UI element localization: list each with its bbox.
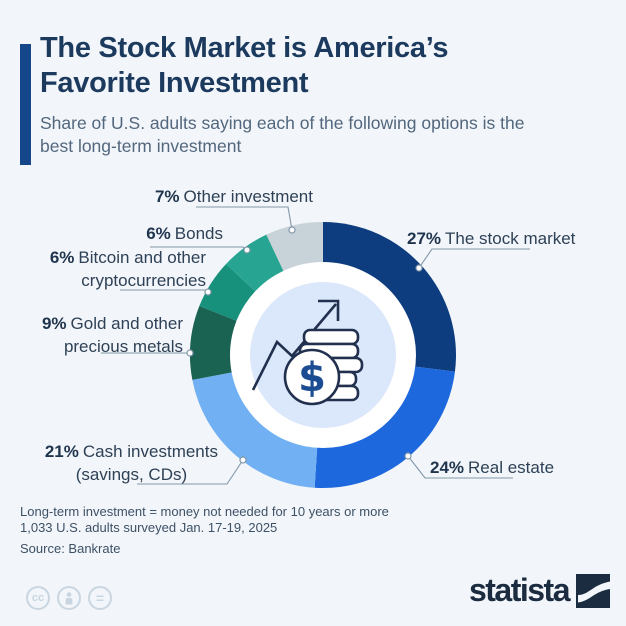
footnote-definition: Long-term investment = money not needed … [20, 504, 389, 519]
label-text: Other investment [183, 187, 313, 206]
footnote-sample: 1,033 U.S. adults surveyed Jan. 17-19, 2… [20, 520, 278, 535]
marker-dot [186, 349, 194, 357]
label-line: 9% Gold and other [42, 312, 183, 335]
license-icons: cc = [26, 586, 112, 610]
label-text: Gold and other [70, 314, 183, 333]
cc-icon: cc [26, 586, 50, 610]
label-line: (savings, CDs) [75, 465, 188, 484]
label-percentage: 27% [407, 229, 442, 248]
label-bonds: 6% Bonds [146, 222, 223, 245]
label-percentage: 21% [44, 442, 79, 461]
attribution-person-icon [57, 586, 81, 610]
label-text: Cash investments [82, 442, 218, 461]
label-bitcoin: 6% Bitcoin and other cryptocurrencies [50, 246, 206, 292]
leader-line [407, 455, 513, 479]
label-percentage: 24% [430, 458, 465, 477]
label-line: 6% Bitcoin and other [50, 246, 206, 269]
money-growth-icon: $ [251, 299, 364, 406]
label-line: precious metals [63, 337, 183, 356]
leader-markers [186, 226, 423, 464]
label-text: Real estate [468, 458, 555, 477]
page-title: The Stock Market is America’s Favorite I… [40, 32, 449, 99]
no-derivatives-equals-icon: = [88, 586, 112, 610]
title-accent-bar [20, 44, 31, 165]
label-percentage: 9% [41, 314, 67, 333]
label-cash-investments: 21% Cash investments (savings, CDs) [45, 440, 218, 486]
footnote-source: Source: Bankrate [20, 541, 121, 556]
marker-dot [404, 452, 412, 460]
leader-line [418, 248, 530, 269]
label-stock-market: 27% The stock market [407, 227, 575, 250]
leader-line [196, 206, 293, 231]
label-line: cryptocurrencies [81, 271, 206, 290]
page-subtitle: Share of U.S. adults saying each of the … [40, 113, 525, 157]
dollar-sign: $ [298, 355, 326, 401]
label-text: The stock market [445, 229, 576, 248]
marker-dot [204, 288, 212, 296]
marker-dot [239, 456, 247, 464]
label-other-investment: 7% Other investment [155, 185, 313, 208]
marker-dot [415, 264, 423, 272]
label-text: Bitcoin and other [78, 248, 206, 267]
label-line: 21% Cash investments [45, 440, 218, 463]
label-percentage: 6% [49, 248, 75, 267]
label-percentage: 6% [146, 224, 171, 243]
marker-dot [243, 246, 251, 254]
statista-brand: statista [469, 572, 610, 609]
leader-line [137, 459, 244, 485]
marker-dot [288, 226, 296, 234]
label-percentage: 7% [154, 187, 180, 206]
label-real-estate: 24% Real estate [430, 456, 554, 479]
dollar-coin-icon [283, 348, 341, 406]
statista-logo-icon [576, 573, 610, 608]
arrow-head-icon [318, 299, 340, 321]
statista-wordmark: statista [468, 572, 571, 608]
label-text: Bonds [174, 224, 223, 243]
label-gold: 9% Gold and other precious metals [42, 312, 183, 358]
